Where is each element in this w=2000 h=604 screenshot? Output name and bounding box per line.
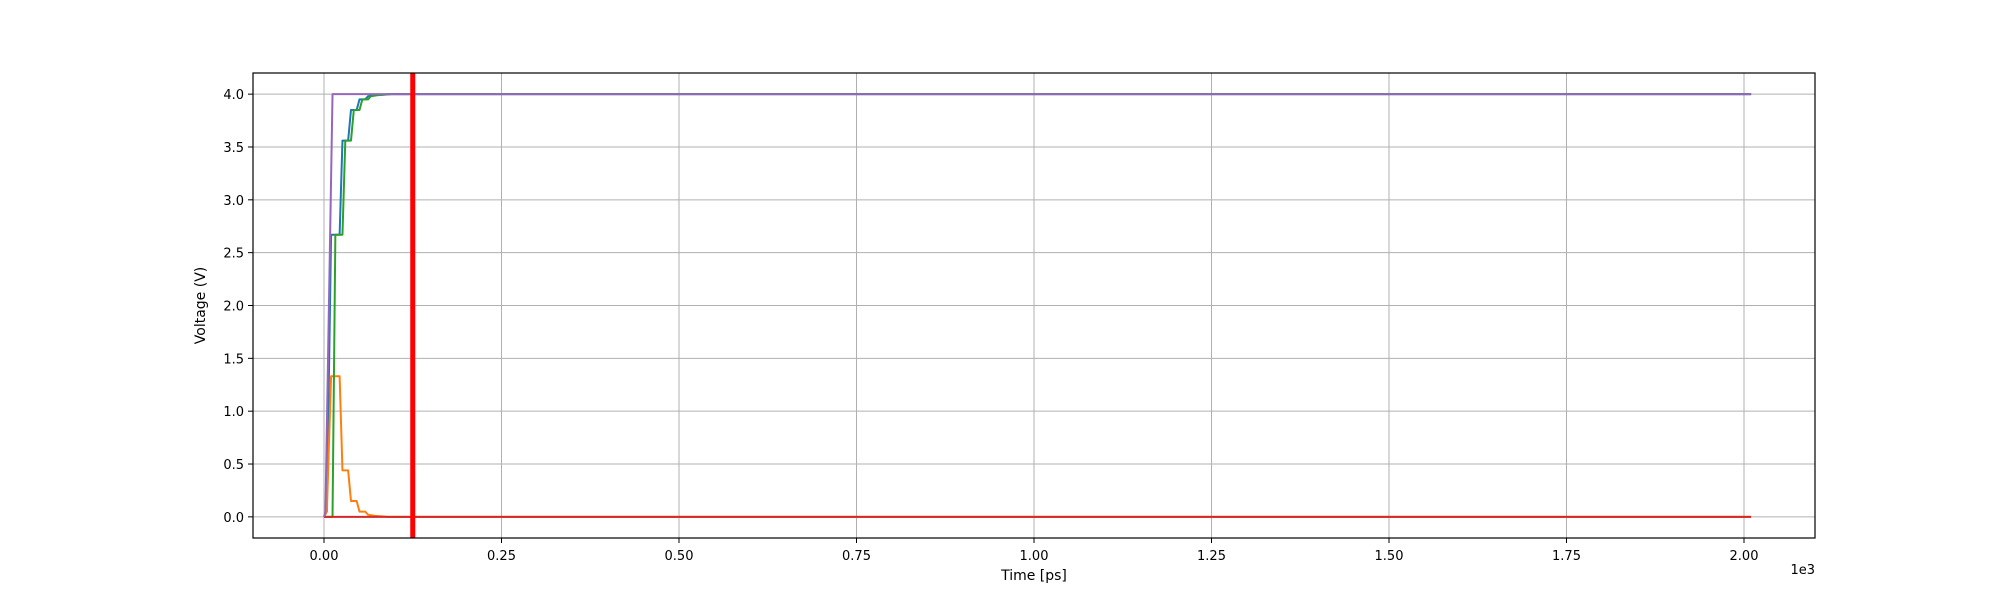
y-tick-label: 0.0 [223, 511, 244, 526]
x-tick-label: 0.00 [310, 549, 339, 564]
y-tick-label: 2.5 [223, 247, 244, 262]
y-axis-label: Voltage (V) [193, 267, 209, 344]
series-line-5 [323, 93, 1752, 518]
series-line-3 [324, 93, 1752, 518]
x-tick-label: 0.25 [487, 549, 516, 564]
x-tick-label: 1.75 [1552, 549, 1581, 564]
y-tick-label: 4.0 [223, 88, 244, 103]
x-tick-label: 0.75 [842, 549, 871, 564]
x-axis-label: Time [ps] [1000, 568, 1067, 584]
series-group [323, 93, 1752, 518]
x-axis-offset-label: 1e3 [1790, 563, 1815, 578]
x-tick-label: 1.50 [1375, 549, 1404, 564]
y-tick-label: 2.0 [223, 300, 244, 315]
ticks: 0.00 0.25 0.50 0.75 1.00 1.25 1.50 1.75 2.00 0.0 0… [223, 88, 1758, 564]
grid [253, 73, 1815, 538]
x-tick-label: 0.50 [665, 549, 694, 564]
x-tick-label: 2.00 [1730, 549, 1759, 564]
x-tick-label: 1.00 [1020, 549, 1049, 564]
y-tick-label: 1.5 [223, 352, 244, 367]
y-tick-label: 3.0 [223, 194, 244, 209]
x-tick-label: 1.25 [1197, 549, 1226, 564]
y-tick-label: 0.5 [223, 458, 244, 473]
y-tick-label: 3.5 [223, 141, 244, 156]
y-tick-label: 1.0 [223, 405, 244, 420]
series-line-2 [323, 375, 1752, 518]
